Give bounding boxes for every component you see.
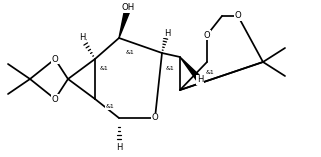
Text: &1: &1 — [106, 105, 114, 109]
Text: O: O — [52, 95, 58, 103]
Polygon shape — [119, 7, 131, 38]
Text: OH: OH — [121, 3, 134, 13]
Text: O: O — [204, 30, 210, 40]
Text: &1: &1 — [126, 49, 134, 54]
Text: &1: &1 — [206, 70, 214, 75]
Text: &1: &1 — [166, 65, 174, 70]
Text: O: O — [235, 11, 241, 21]
Text: H: H — [197, 76, 203, 84]
Text: O: O — [152, 114, 158, 122]
Text: O: O — [52, 54, 58, 63]
Text: &1: &1 — [100, 65, 108, 70]
Text: H: H — [116, 143, 122, 152]
Polygon shape — [180, 57, 202, 82]
Text: H: H — [164, 29, 170, 38]
Text: H: H — [79, 33, 85, 43]
